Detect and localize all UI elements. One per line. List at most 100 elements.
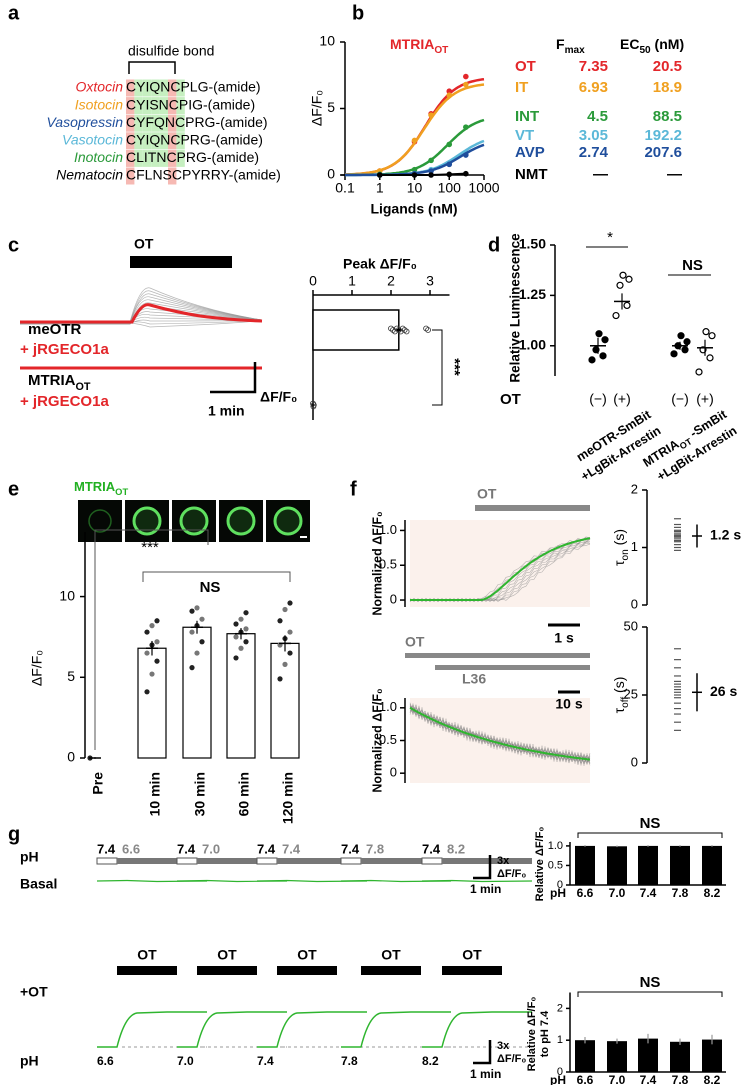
stimulus-label: OT <box>381 947 401 963</box>
chart-title: MTRIAOT <box>390 36 449 56</box>
y-tick-label: 0 <box>327 166 335 182</box>
trace <box>409 702 591 765</box>
table-header: EC50 (nM) <box>620 36 684 56</box>
stimulus-bar <box>277 966 337 975</box>
stimulus-label: OT <box>137 947 157 963</box>
cysteine-highlight <box>126 97 135 115</box>
significance-bracket <box>577 832 723 838</box>
scale-label: 1 min <box>208 403 245 419</box>
y-tick-label: 0.5 <box>548 859 563 871</box>
residue-highlight <box>134 132 143 150</box>
x-tick-label: 8.2 <box>704 886 721 900</box>
peptide-sequence: CFLNSCPYRRY-(amide) <box>126 167 281 183</box>
x-tick-label: 6.6 <box>577 1073 594 1085</box>
x-tick-label: 120 min <box>280 772 296 824</box>
row-label: +OT <box>20 984 48 1000</box>
y-tick-label: 10 <box>319 33 335 49</box>
y-tick-label: 1.0 <box>379 699 397 714</box>
ec50-value: 20.5 <box>653 58 682 75</box>
trace-ph: 7.4 <box>257 1054 274 1068</box>
residue-highlight <box>142 114 152 132</box>
test-period <box>117 858 207 864</box>
trace-ph: 6.6 <box>97 1054 114 1068</box>
residue-highlight <box>134 79 143 97</box>
data-point <box>708 332 716 340</box>
residue-highlight <box>142 149 152 167</box>
cell-membrane <box>132 506 162 536</box>
y-tick-label: 5 <box>327 99 335 115</box>
reference-period <box>340 857 362 865</box>
x-tick-label: 7.8 <box>672 1073 689 1085</box>
image-label: MTRIAOT <box>74 479 128 497</box>
condition: (+) <box>696 391 714 407</box>
peptide-sequence: CLITNCPRG-(amide) <box>126 149 259 165</box>
row-label: + jRGECO1a <box>20 393 109 410</box>
fmax-value: 7.35 <box>579 58 608 75</box>
trace-ph: 8.2 <box>422 1054 439 1068</box>
x-tick-label: 100 <box>438 180 462 196</box>
data-point <box>189 665 195 671</box>
stimulus-label: OT <box>297 947 317 963</box>
data-point <box>595 330 603 338</box>
x-axis-label: pH <box>550 886 566 900</box>
data-point <box>287 629 293 635</box>
scale-label: 1 min <box>470 882 501 896</box>
data-point <box>428 112 434 118</box>
peptide-sequence: CYFQNCPRG-(amide) <box>126 114 268 130</box>
y-tick-label: 0 <box>390 591 397 606</box>
data-point <box>144 650 150 656</box>
y-tick-label: 0 <box>631 754 638 769</box>
significance-label: NS <box>682 257 703 274</box>
bar <box>607 1041 627 1072</box>
y-tick-label: 50 <box>624 618 638 633</box>
image-label-part: MTRIA <box>74 479 116 494</box>
data-point <box>149 671 155 677</box>
y-axis-label: ΔF/F₀ <box>29 650 45 686</box>
test-period <box>442 858 532 864</box>
data-point <box>677 332 685 340</box>
stimulus-label: L36 <box>462 671 486 687</box>
bracket-label: disulfide bond <box>128 43 214 59</box>
cell-membrane <box>88 509 112 533</box>
ec50-value: 88.5 <box>653 108 682 125</box>
data-point <box>670 350 678 358</box>
data-point <box>189 608 195 614</box>
data-point <box>446 92 453 98</box>
x-tick-label: 7.0 <box>609 1073 626 1085</box>
table-header: Fmax <box>556 36 585 56</box>
data-point <box>243 626 249 632</box>
x-tick-label: 30 min <box>192 772 208 816</box>
table-header-part: 50 <box>639 45 651 56</box>
fit-curve <box>410 537 591 601</box>
trace <box>20 299 263 324</box>
data-point <box>154 658 160 664</box>
residue-highlight <box>159 97 168 115</box>
chart-title-part: MTRIA <box>390 36 434 52</box>
data-point <box>238 616 244 622</box>
y-tick-label: 0 <box>67 749 75 765</box>
y-axis-label: Relative ΔF/F₀ <box>534 827 546 902</box>
tau-axis-label-part: off <box>620 697 631 708</box>
scale-label: 1 s <box>554 630 574 646</box>
cysteine-highlight <box>126 132 135 150</box>
row-label: meOTR <box>28 321 82 338</box>
data-point <box>243 639 249 645</box>
table-header-part: F <box>556 36 565 52</box>
test-ph: 8.2 <box>447 841 465 856</box>
data-point <box>463 73 469 80</box>
cysteine-highlight <box>168 79 177 97</box>
cysteine-highlight <box>168 149 177 167</box>
peptide-name: Oxtocin <box>76 79 124 95</box>
data-point <box>702 328 710 336</box>
x-tick-label: 0.1 <box>335 180 355 196</box>
x-tick-label: 7.4 <box>640 1073 657 1085</box>
scale-label: ΔF/F₀ <box>497 1053 526 1065</box>
data-point <box>194 605 200 611</box>
fmax-value: 4.5 <box>587 108 608 125</box>
x-axis-label: Ligands (nM) <box>370 201 457 217</box>
ot-trace <box>341 1011 451 1048</box>
significance-label: *** <box>446 358 463 376</box>
scale-label: ΔF/F₀ <box>260 389 297 405</box>
x-tick-label: Pre <box>90 772 106 795</box>
data-point <box>463 170 469 177</box>
